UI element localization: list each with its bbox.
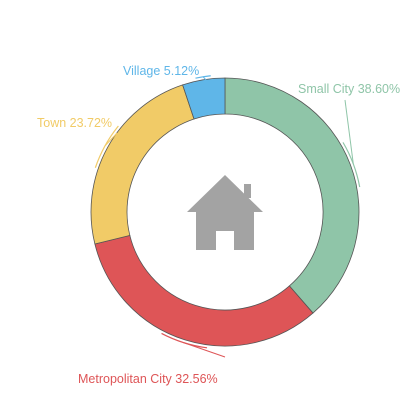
label-metropolitan-city: Metropolitan City 32.56% [78, 372, 218, 386]
labels-group: Small City 38.60% Metropolitan City 32.56… [37, 64, 400, 386]
label-village: Village 5.12% [123, 64, 199, 78]
leader-line-small-city [344, 99, 354, 165]
leader-arc-small-city [342, 142, 361, 188]
leader-arc-metropolitan-city [161, 332, 208, 349]
label-town: Town 23.72% [37, 116, 112, 130]
leader-line-village [202, 76, 209, 83]
slice-town[interactable] [90, 84, 195, 245]
slices-group [90, 77, 360, 347]
leader-arc-village [195, 75, 211, 79]
slice-village[interactable] [182, 77, 226, 120]
slice-small-city[interactable] [224, 77, 360, 314]
leader-line-metropolitan-city [183, 342, 226, 358]
leader-lines-group [94, 75, 361, 358]
house-icon [187, 175, 263, 250]
leader-line-town [104, 132, 118, 147]
slice-metropolitan-city[interactable] [94, 234, 314, 347]
label-small-city: Small City 38.60% [298, 82, 400, 96]
